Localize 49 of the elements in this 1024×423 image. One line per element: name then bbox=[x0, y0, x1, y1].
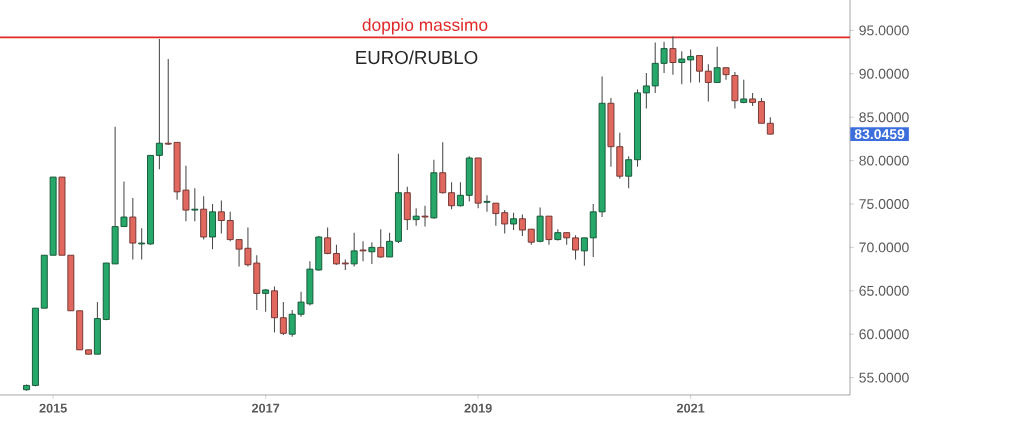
y-tick-label: 90.0000 bbox=[859, 68, 909, 79]
candlestick bbox=[421, 205, 429, 228]
candlestick bbox=[217, 199, 225, 235]
candlestick bbox=[191, 187, 199, 222]
candlestick bbox=[501, 209, 509, 235]
candlestick bbox=[704, 63, 712, 103]
candlestick bbox=[439, 141, 447, 195]
candlestick bbox=[332, 244, 340, 266]
y-tick-label: 80.0000 bbox=[859, 155, 909, 166]
candlestick bbox=[625, 155, 633, 189]
candlestick bbox=[448, 181, 456, 210]
y-tick-label: 65.0000 bbox=[859, 285, 909, 296]
candlestick bbox=[386, 232, 394, 258]
x-tick-label: 2015 bbox=[39, 403, 67, 413]
text: EURO/RUBLO bbox=[356, 50, 478, 65]
ref-line-label: doppio massimo bbox=[362, 18, 488, 35]
candlestick bbox=[713, 46, 721, 83]
y-tick-label: 60.0000 bbox=[859, 329, 909, 340]
y-tick-label: 75.0000 bbox=[859, 199, 909, 209]
candlestick bbox=[324, 226, 332, 255]
y-tick-label: 95.0000 bbox=[859, 25, 909, 36]
candlestick bbox=[350, 232, 358, 268]
candlestick bbox=[138, 227, 146, 261]
candlestick bbox=[377, 228, 385, 259]
y-tick-label: 85.0000 bbox=[859, 112, 909, 123]
candlestick bbox=[262, 288, 270, 313]
candlestick bbox=[687, 48, 695, 83]
y-tick-label: 55.0000 bbox=[859, 372, 909, 383]
candlestick bbox=[572, 234, 580, 261]
candlestick bbox=[456, 181, 464, 208]
candlestick bbox=[279, 301, 287, 336]
candlestick bbox=[155, 38, 163, 170]
candlestick bbox=[359, 240, 367, 262]
candlestick bbox=[368, 241, 376, 265]
x-tick-label: 2017 bbox=[251, 403, 280, 413]
candlestick bbox=[678, 50, 686, 85]
candlestick bbox=[492, 202, 500, 227]
x-tick-label: 2019 bbox=[464, 403, 492, 413]
candlestick bbox=[669, 35, 677, 76]
candlestick bbox=[757, 97, 765, 124]
x-tick-label: 2021 bbox=[676, 403, 705, 413]
candlestick bbox=[518, 213, 526, 237]
candlestick bbox=[580, 237, 588, 267]
candlestick bbox=[545, 215, 553, 246]
candlestick bbox=[642, 72, 650, 110]
text: 83.0459 bbox=[854, 129, 905, 140]
candlestick bbox=[696, 55, 703, 83]
candlestick bbox=[483, 194, 491, 213]
y-tick-label: 70.0000 bbox=[859, 242, 909, 253]
